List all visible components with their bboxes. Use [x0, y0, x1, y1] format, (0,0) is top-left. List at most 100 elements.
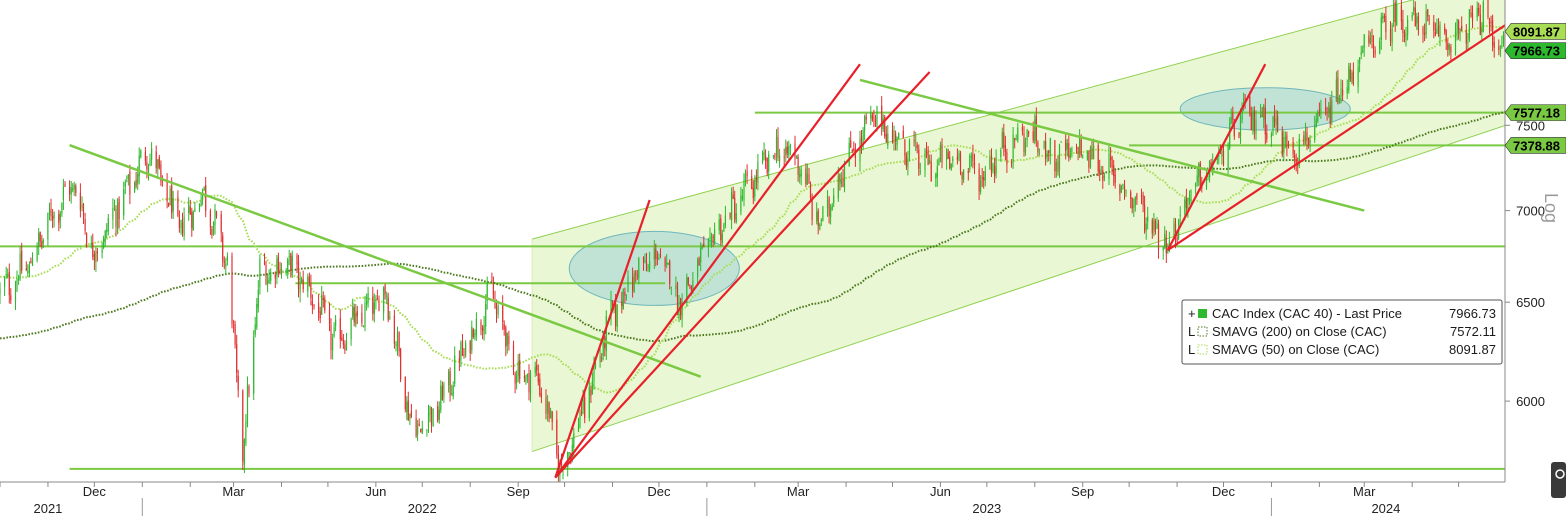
candle-body: [491, 280, 493, 282]
candle-body: [1340, 88, 1342, 102]
candle: [373, 293, 375, 323]
candle: [1145, 217, 1147, 240]
candle-body: [342, 339, 344, 345]
candle-body: [302, 279, 304, 290]
candle-body: [602, 336, 604, 356]
candle: [1173, 217, 1175, 238]
candle-body: [1238, 132, 1240, 138]
candle: [666, 254, 668, 269]
candle: [723, 222, 725, 233]
candle: [215, 210, 218, 219]
candle: [512, 340, 515, 376]
candle: [486, 276, 488, 310]
candle-body: [740, 195, 742, 212]
candle-body: [1425, 10, 1427, 35]
candle: [822, 205, 824, 222]
candle: [978, 163, 980, 200]
candle-body: [398, 332, 400, 352]
candle: [1476, 1, 1478, 22]
candle: [536, 359, 538, 376]
candle-body: [31, 258, 34, 266]
candle: [497, 300, 499, 319]
candle: [376, 289, 378, 301]
candle-body: [853, 148, 855, 151]
candle: [1416, 12, 1418, 30]
candle: [1393, 0, 1395, 27]
candle: [234, 320, 236, 349]
candle: [1000, 147, 1002, 162]
candle-body: [254, 324, 256, 335]
candle: [280, 262, 283, 279]
candle-body: [992, 164, 994, 172]
candle: [604, 335, 606, 357]
candle: [79, 183, 81, 218]
candle-body: [862, 129, 864, 148]
candle: [47, 212, 49, 246]
candle-body: [1080, 139, 1082, 156]
candle-body: [234, 324, 236, 345]
candle-body: [666, 262, 668, 265]
candle: [438, 401, 440, 424]
candle: [1346, 79, 1348, 100]
candle: [254, 316, 256, 338]
candle-body: [1400, 5, 1402, 22]
candle-body: [472, 329, 474, 338]
candle-body: [1068, 143, 1070, 158]
candle: [992, 162, 994, 174]
candle: [779, 148, 781, 168]
zoom-widget[interactable]: [1551, 462, 1566, 498]
candle: [36, 242, 38, 263]
candle-body: [642, 257, 645, 262]
candle-body: [1306, 131, 1308, 141]
candle-body: [577, 424, 580, 432]
candle: [924, 148, 926, 178]
candle-body: [720, 218, 722, 240]
candle-body: [1058, 144, 1061, 171]
x-month-label: Sep: [1071, 484, 1094, 499]
candle: [624, 287, 626, 304]
candle-body: [840, 179, 842, 184]
candle-body: [1142, 194, 1144, 206]
candle: [1273, 105, 1276, 128]
candle-body: [969, 155, 971, 170]
candle-body: [1241, 106, 1243, 120]
candle: [248, 384, 250, 398]
candle-body: [723, 224, 725, 231]
price-tag: 7966.73: [1504, 42, 1566, 59]
candle: [1403, 29, 1406, 43]
candle-body: [4, 277, 6, 288]
candle: [584, 392, 586, 424]
candle: [330, 318, 332, 360]
candle: [233, 319, 235, 333]
candle-body: [667, 263, 669, 265]
candle: [762, 150, 764, 165]
candle-body: [819, 224, 821, 230]
candle-body: [1057, 162, 1059, 172]
candle: [1385, 6, 1387, 40]
candle: [18, 274, 20, 285]
candle-body: [39, 231, 41, 242]
candle: [1328, 102, 1330, 118]
candle: [1275, 109, 1277, 135]
candle: [443, 381, 445, 403]
candle: [103, 235, 105, 250]
candle-body: [313, 304, 315, 307]
candle: [902, 125, 904, 139]
candle-body: [270, 271, 272, 281]
candle: [31, 252, 34, 267]
candle: [1488, 17, 1491, 34]
candle: [938, 157, 940, 166]
candle: [659, 248, 662, 259]
candle: [517, 354, 519, 383]
candle: [655, 243, 657, 267]
zoom-widget-box[interactable]: [1551, 462, 1566, 498]
candle: [809, 181, 812, 201]
candle: [984, 165, 986, 187]
candle: [328, 302, 331, 332]
candle-body: [1372, 44, 1375, 49]
candle-body: [438, 409, 440, 420]
candle-body: [1154, 220, 1156, 232]
candle-body: [681, 302, 683, 319]
candle: [537, 364, 539, 386]
candle: [474, 329, 476, 341]
